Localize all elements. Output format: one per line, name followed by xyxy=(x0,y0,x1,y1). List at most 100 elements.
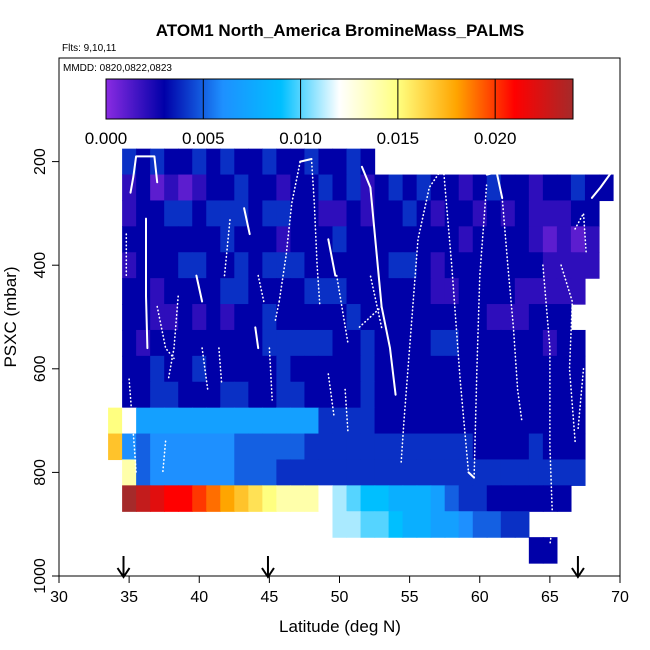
heatmap-cell xyxy=(472,485,488,512)
heatmap-cell xyxy=(500,459,516,486)
heatmap-cell xyxy=(430,459,446,486)
heatmap-cell xyxy=(150,433,165,461)
heatmap-cell xyxy=(318,200,334,227)
flight-track-line xyxy=(274,300,280,323)
heatmap-cell xyxy=(262,304,277,331)
heatmap-cell xyxy=(500,381,516,409)
heatmap-cell xyxy=(374,355,390,383)
flight-track-line xyxy=(162,440,167,474)
heatmap-cell xyxy=(136,329,151,357)
heatmap-cell xyxy=(570,329,586,357)
heatmap-cell xyxy=(234,304,249,331)
heatmap-cell xyxy=(584,226,600,253)
heatmap-cell xyxy=(304,252,320,279)
heatmap-cell xyxy=(150,459,165,486)
flight-track-line xyxy=(400,166,445,463)
heatmap-cell xyxy=(290,381,306,409)
heatmap-cell xyxy=(304,459,320,486)
flight-track-line xyxy=(467,471,476,479)
heatmap-cell xyxy=(514,174,530,202)
heatmap-cell xyxy=(472,278,488,305)
heatmap-cell xyxy=(234,381,249,409)
heatmap-cell xyxy=(304,278,320,305)
heatmap-cell xyxy=(304,407,320,435)
heatmap-cell xyxy=(416,329,432,357)
heatmap-cell xyxy=(402,226,418,253)
heatmap-cell xyxy=(150,485,165,512)
heatmap-cell xyxy=(262,278,277,305)
heatmap-cell xyxy=(458,407,474,435)
heatmap-cell xyxy=(164,381,179,409)
heatmap-cell xyxy=(136,407,151,435)
heatmap-cell xyxy=(472,355,488,383)
heatmap-cell xyxy=(276,433,292,461)
heatmap-cell xyxy=(136,200,151,227)
flight-track-line xyxy=(268,347,273,401)
heatmap-cell xyxy=(122,148,137,176)
heatmap-cell xyxy=(290,174,306,202)
heatmap-cell xyxy=(192,459,207,486)
colorbar-tick-label: 0.020 xyxy=(474,129,517,148)
heatmap-cell xyxy=(220,200,235,227)
heatmap-cell xyxy=(220,407,235,435)
heatmap-cell xyxy=(416,252,432,279)
heatmap-cell xyxy=(262,381,277,409)
heatmap-cell xyxy=(122,355,137,383)
flight-track-line xyxy=(156,305,175,360)
heatmap-cell xyxy=(500,485,516,512)
heatmap-cell xyxy=(360,407,376,435)
heatmap-cell xyxy=(346,174,362,202)
heatmap-cell xyxy=(164,355,179,383)
heatmap-cell xyxy=(122,278,137,305)
heatmap-cell xyxy=(332,278,348,305)
colorbar-tick-label: 0.015 xyxy=(377,129,420,148)
heatmap-cell xyxy=(332,485,348,512)
heatmap-cell xyxy=(570,433,586,461)
heatmap-cell xyxy=(444,433,460,461)
heatmap-cell xyxy=(122,381,137,409)
heatmap-cell xyxy=(346,485,362,512)
heatmap-cell xyxy=(360,485,376,512)
heatmap-cell xyxy=(514,329,530,357)
heatmap-cell xyxy=(220,433,235,461)
heatmap-cell xyxy=(136,278,151,305)
heatmap-cell xyxy=(262,174,277,202)
heatmap-cell xyxy=(150,200,165,227)
heatmap-cell xyxy=(556,355,572,383)
y-tick-label: 200 xyxy=(32,148,49,175)
heatmap-cell xyxy=(164,174,179,202)
heatmap-cell xyxy=(514,511,530,538)
heatmap-cell xyxy=(290,433,306,461)
heatmap-cell xyxy=(514,355,530,383)
heatmap-cell xyxy=(290,407,306,435)
heatmap-cell xyxy=(178,148,193,176)
heatmap-cell xyxy=(458,459,474,486)
heatmap-cell xyxy=(346,148,362,176)
heatmap-cell xyxy=(136,148,151,176)
heatmap-cell xyxy=(514,381,530,409)
flight-track-line xyxy=(577,368,585,432)
heatmap-cell xyxy=(486,252,502,279)
heatmap-cell xyxy=(234,278,249,305)
heatmap-cell xyxy=(444,226,460,253)
heatmap-cell xyxy=(122,226,137,253)
heatmap-cell xyxy=(248,200,263,227)
heatmap-cell xyxy=(248,304,263,331)
heatmap-cell xyxy=(248,459,263,486)
heatmap-cell xyxy=(472,304,488,331)
heatmap-cell xyxy=(486,278,502,305)
heatmap-cell xyxy=(192,174,207,202)
heatmap-cells xyxy=(108,148,614,564)
heatmap-cell xyxy=(234,200,249,227)
heatmap-cell xyxy=(416,433,432,461)
colorbar: 0.000 0.005 0.010 0.015 0.020 xyxy=(85,78,574,148)
heatmap-cell xyxy=(556,226,572,253)
heatmap-cell xyxy=(528,537,544,564)
heatmap-cell xyxy=(206,278,221,305)
heatmap-cell xyxy=(500,355,516,383)
heatmap-cell xyxy=(220,252,235,279)
heatmap-cell xyxy=(276,355,292,383)
heatmap-cell xyxy=(164,304,179,331)
heatmap-cell xyxy=(542,278,558,305)
heatmap-cell xyxy=(388,278,404,305)
